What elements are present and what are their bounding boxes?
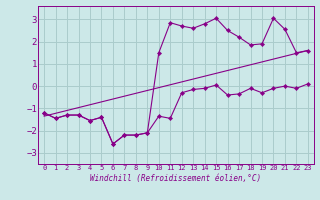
X-axis label: Windchill (Refroidissement éolien,°C): Windchill (Refroidissement éolien,°C) <box>91 174 261 183</box>
